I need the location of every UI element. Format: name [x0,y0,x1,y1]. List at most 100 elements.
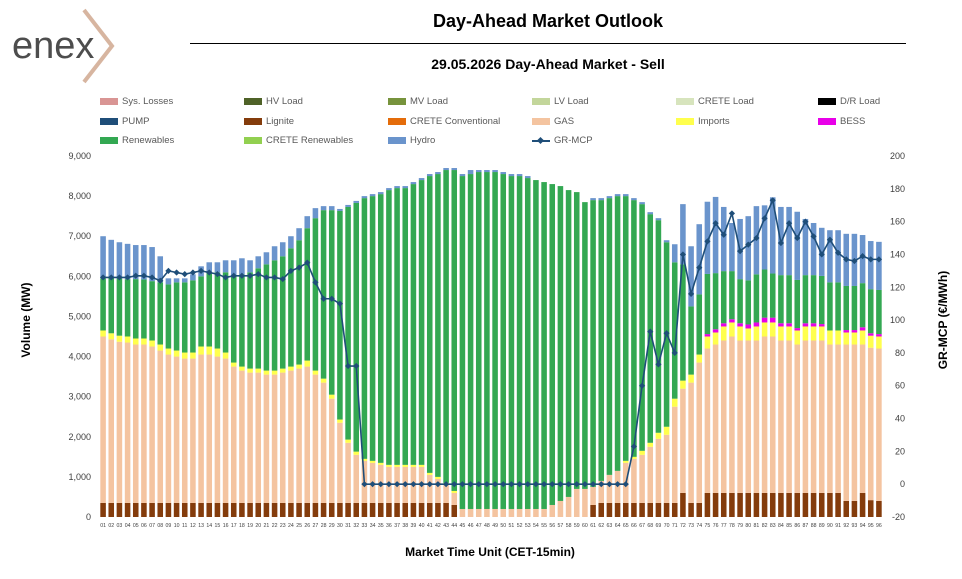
bar-segment-hydro [712,196,719,274]
bar-segment-imports [639,450,645,455]
bar-segment-lignite [435,502,441,517]
bar-segment-imports [328,394,335,399]
bar-segment-imports [206,346,213,355]
x-tick-label: 85 [786,523,792,529]
bar-segment-gas [263,374,270,503]
bar-segment-lignite [222,502,229,517]
gr-mcp-marker [434,481,442,488]
bar-segment-gas [639,454,645,503]
gr-mcp-marker [532,481,540,488]
bar-segment-gas [720,340,727,493]
bar-segment-lignite [337,502,343,517]
bar-segment-lignite [704,492,711,517]
bar-segment-renewables [761,269,768,318]
bar-segment-imports [247,368,253,373]
bar-segment-renewables [484,172,490,509]
bar-segment-renewables [149,281,155,341]
bar-segment-gas [737,340,743,493]
bar-segment-renewables [337,210,343,420]
x-tick-label: 08 [157,523,163,529]
legend-swatch [676,98,694,105]
bar-segment-imports [394,464,400,467]
bar-segment-lignite [410,502,417,517]
x-tick-label: 07 [149,523,155,529]
x-tick-label: 88 [811,523,817,529]
bar-segment-renewables [255,268,262,369]
bar-segment-gas [688,382,694,503]
x-tick-label: 39 [411,523,417,529]
bar-segment-renewables [443,170,449,483]
gr-mcp-marker [687,290,695,297]
legend-item: Hydro [388,134,435,147]
legend-swatch [532,117,550,125]
legend-label: Lignite [266,115,294,127]
x-tick-label: 91 [835,523,841,529]
bar-segment-renewables [778,275,784,324]
bar-segment-hydro [222,260,229,273]
bar-segment-renewables [263,264,270,371]
bar-segment-gas [557,500,564,517]
bar-segment-imports [108,333,115,340]
bar-segment-hydro [524,176,531,179]
bar-segment-lignite [851,500,858,517]
bar-segment-imports [827,330,833,345]
x-tick-label: 27 [313,523,319,529]
bar-segment-gas [786,340,792,493]
y-right-tick-label: 40 [895,414,905,424]
bar-segment-renewables [827,282,833,331]
gr-mcp-marker [589,481,597,488]
gr-mcp-marker [565,481,572,488]
bar-segment-bess [712,329,719,333]
bar-segment-gas [288,370,294,503]
bar-segment-renewables [631,200,637,457]
legend-label: GR-MCP [554,135,593,146]
x-tick-label: 54 [533,523,539,529]
bar-segment-hydro [492,170,498,173]
bar-segment-hydro [508,174,515,177]
gr-mcp-marker [549,481,556,488]
x-tick-label: 60 [582,523,588,529]
bar-segment-renewables [516,176,523,509]
x-tick-label: 04 [125,523,131,529]
bar-segment-gas [655,438,662,503]
gr-mcp-marker [410,481,417,488]
bar-segment-gas [108,339,115,503]
x-tick-label: 16 [223,523,229,529]
bar-segment-lignite [443,502,449,517]
x-tick-label: 21 [264,523,270,529]
bar-segment-hydro [271,246,278,261]
bar-segment-imports [181,352,188,359]
bar-segment-lignite [369,502,376,517]
gr-mcp-marker [728,210,736,217]
bar-segment-renewables [492,172,498,509]
bar-segment-hydro [761,205,768,270]
bar-segment-gas [451,492,458,505]
legend-label: LV Load [554,96,589,107]
x-tick-label: 20 [255,523,261,529]
x-tick-label: 02 [108,523,114,529]
bar-segment-renewables [214,272,221,349]
bar-segment-imports [802,326,809,341]
bar-segment-renewables [141,279,147,339]
x-tick-label: 69 [656,523,662,529]
bar-segment-hydro [459,174,466,177]
gr-mcp-marker [851,257,858,265]
bar-segment-lignite [173,502,180,517]
bar-segment-lignite [786,492,792,517]
x-tick-label: 34 [370,523,376,529]
bar-segment-hydro [165,278,172,285]
bar-segment-renewables [410,184,417,465]
bar-segment-gas [769,336,776,493]
bar-segment-imports [124,336,131,343]
y-left-tick-label: 3,000 [68,392,91,402]
x-tick-label: 68 [647,523,653,529]
bar-segment-imports [230,362,237,367]
x-tick-label: 94 [860,523,866,529]
bar-segment-imports [426,472,433,475]
x-tick-label: 96 [876,523,882,529]
bar-segment-hydro [500,172,507,175]
bar-segment-gas [190,358,196,503]
bar-segment-renewables [720,271,727,324]
bar-segment-lignite [745,492,752,517]
bar-segment-lignite [802,492,809,517]
